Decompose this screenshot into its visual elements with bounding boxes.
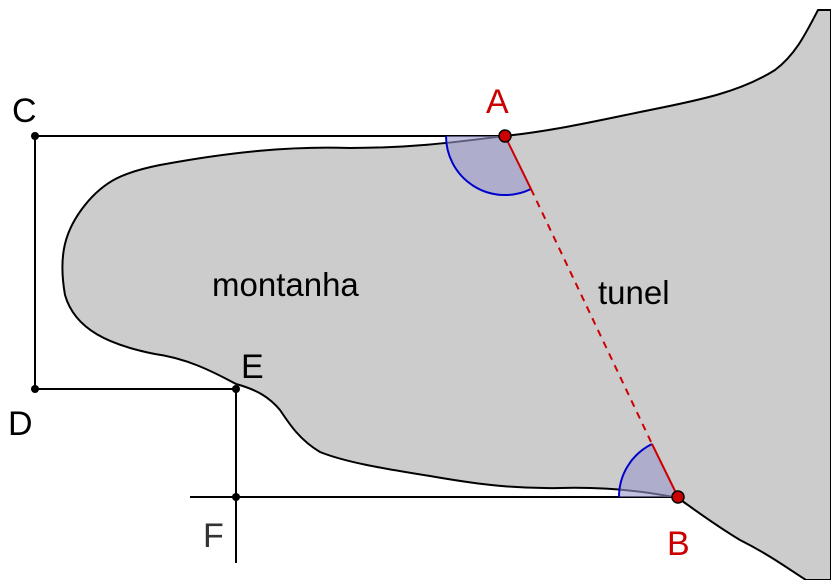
mountain-shape: [61, 9, 831, 580]
point-A: [498, 129, 512, 143]
point-E: [232, 385, 240, 393]
point-D: [31, 385, 39, 393]
label-E: E: [241, 348, 264, 386]
angle-arc-A: [445, 135, 532, 197]
tunnel-dashed: [530, 188, 653, 445]
label-F: F: [203, 517, 224, 555]
label-A: A: [486, 83, 509, 121]
label-mountain: montanha: [212, 266, 359, 303]
tunnel-solid-B: [651, 443, 679, 498]
point-B: [671, 490, 685, 504]
point-F: [232, 493, 240, 501]
label-tunnel: tunel: [598, 274, 670, 311]
point-C: [31, 132, 39, 140]
angle-fill-B: [619, 444, 678, 497]
label-B: B: [667, 525, 690, 563]
label-C: C: [12, 92, 37, 130]
label-D: D: [8, 405, 33, 443]
angle-arc-B: [617, 443, 653, 498]
tunnel-solid-A: [504, 135, 532, 190]
